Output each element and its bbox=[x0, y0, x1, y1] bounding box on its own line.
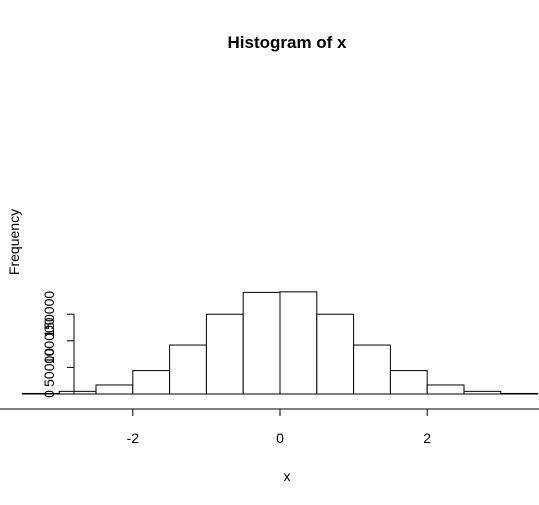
y-tick-label: 150000 bbox=[41, 291, 57, 338]
histogram-bar bbox=[389, 370, 428, 395]
histogram-bar bbox=[353, 344, 391, 395]
histogram-bar bbox=[169, 344, 207, 395]
histogram-bar bbox=[205, 313, 244, 395]
x-tick-label: -2 bbox=[127, 430, 140, 446]
x-axis: -4-2024 bbox=[0, 408, 539, 446]
histogram-bar bbox=[95, 384, 134, 395]
histogram-bar bbox=[58, 390, 97, 395]
y-tick-label: 0 bbox=[41, 390, 57, 398]
bars-group bbox=[21, 291, 539, 395]
y-tick-label: 50000 bbox=[41, 348, 57, 387]
chart-title: Histogram of x bbox=[227, 33, 347, 52]
histogram-bar bbox=[500, 392, 539, 395]
x-axis-label: x bbox=[284, 468, 291, 484]
histogram-bar bbox=[132, 370, 171, 395]
histogram-bar bbox=[316, 313, 355, 395]
histogram-bar bbox=[426, 384, 465, 395]
y-axis-label: Frequency bbox=[6, 209, 22, 275]
x-tick-label: 0 bbox=[276, 430, 284, 446]
y-tick-label: 100000 bbox=[41, 317, 57, 364]
x-tick-label: 2 bbox=[423, 430, 431, 446]
histogram-bar bbox=[463, 390, 502, 395]
histogram-bar bbox=[279, 291, 318, 395]
histogram-bar bbox=[242, 291, 281, 395]
